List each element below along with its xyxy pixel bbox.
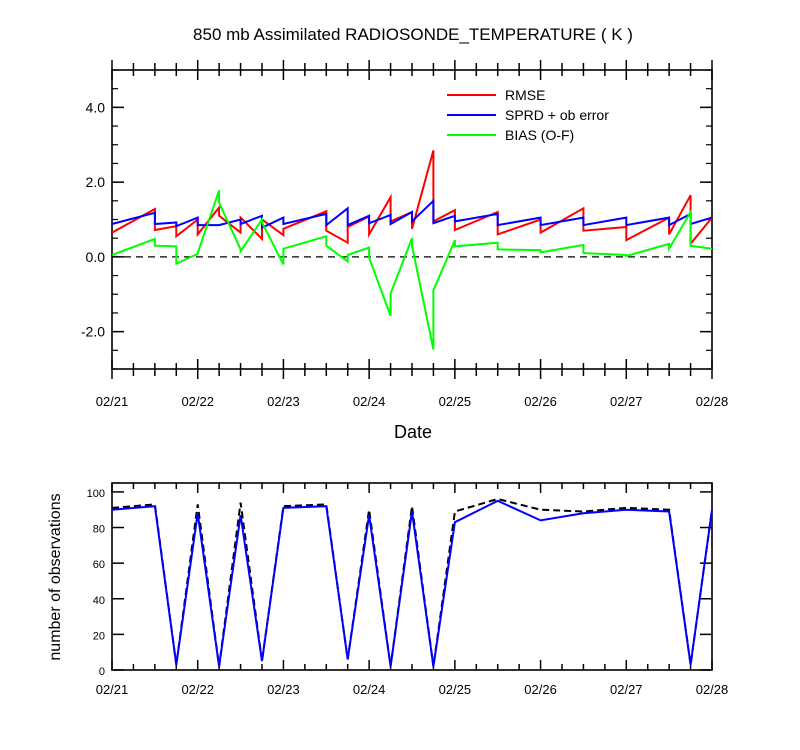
legend-entry: RMSE	[505, 87, 545, 103]
series-line-bias-o-f	[111, 189, 713, 350]
x-tick-label: 02/24	[353, 682, 386, 697]
x-tick-label: 02/28	[696, 682, 729, 697]
legend-entry: BIAS (O-F)	[505, 127, 574, 143]
bottom-plot-area: 02/21 02/22 02/23 02/24 02/25 02/26 02/27 02/28…	[87, 483, 729, 697]
y-tick-label: 4.0	[86, 99, 106, 115]
series-line-used	[111, 499, 713, 667]
y-tick-label: -2.0	[81, 324, 105, 340]
y-tick-label: 60	[93, 559, 105, 571]
y-tick-label: 40	[93, 595, 105, 607]
x-tick-label: 02/26	[524, 394, 557, 409]
x-tick-label: 02/23	[267, 394, 300, 409]
y-tick-label: 100	[87, 488, 105, 500]
series-line-rmse	[111, 150, 713, 247]
y-tick-label: 20	[93, 630, 105, 642]
y-tick-label: 80	[93, 524, 105, 536]
x-tick-label: 02/27	[610, 394, 643, 409]
y-tick-label: 0	[99, 666, 105, 678]
x-tick-label: 02/22	[181, 682, 214, 697]
x-tick-label: 02/26	[524, 682, 557, 697]
y-axis-label: number of observations	[47, 493, 64, 660]
x-tick-label: 02/23	[267, 682, 300, 697]
chart-title: 850 mb Assimilated RADIOSONDE_TEMPERATUR…	[193, 25, 633, 44]
y-tick-label: 2.0	[86, 174, 106, 190]
top-plot-area: 02/21 02/22 02/23 02/24 02/25 02/26 02/27 02/28…	[81, 60, 728, 409]
x-tick-label: 02/24	[353, 394, 386, 409]
x-tick-label: 02/27	[610, 682, 643, 697]
x-tick-label: 02/25	[439, 394, 472, 409]
x-tick-label: 02/21	[96, 394, 129, 409]
x-tick-label: 02/21	[96, 682, 129, 697]
x-tick-label: 02/28	[696, 394, 729, 409]
x-tick-label: 02/25	[439, 682, 472, 697]
series-line-possible	[111, 497, 713, 667]
x-axis-label: Date	[394, 422, 432, 442]
x-tick-label: 02/22	[181, 394, 214, 409]
series-line-sprd-ob-error	[111, 198, 713, 230]
legend-entry: SPRD + ob error	[505, 107, 609, 123]
y-tick-label: 0.0	[86, 249, 106, 265]
